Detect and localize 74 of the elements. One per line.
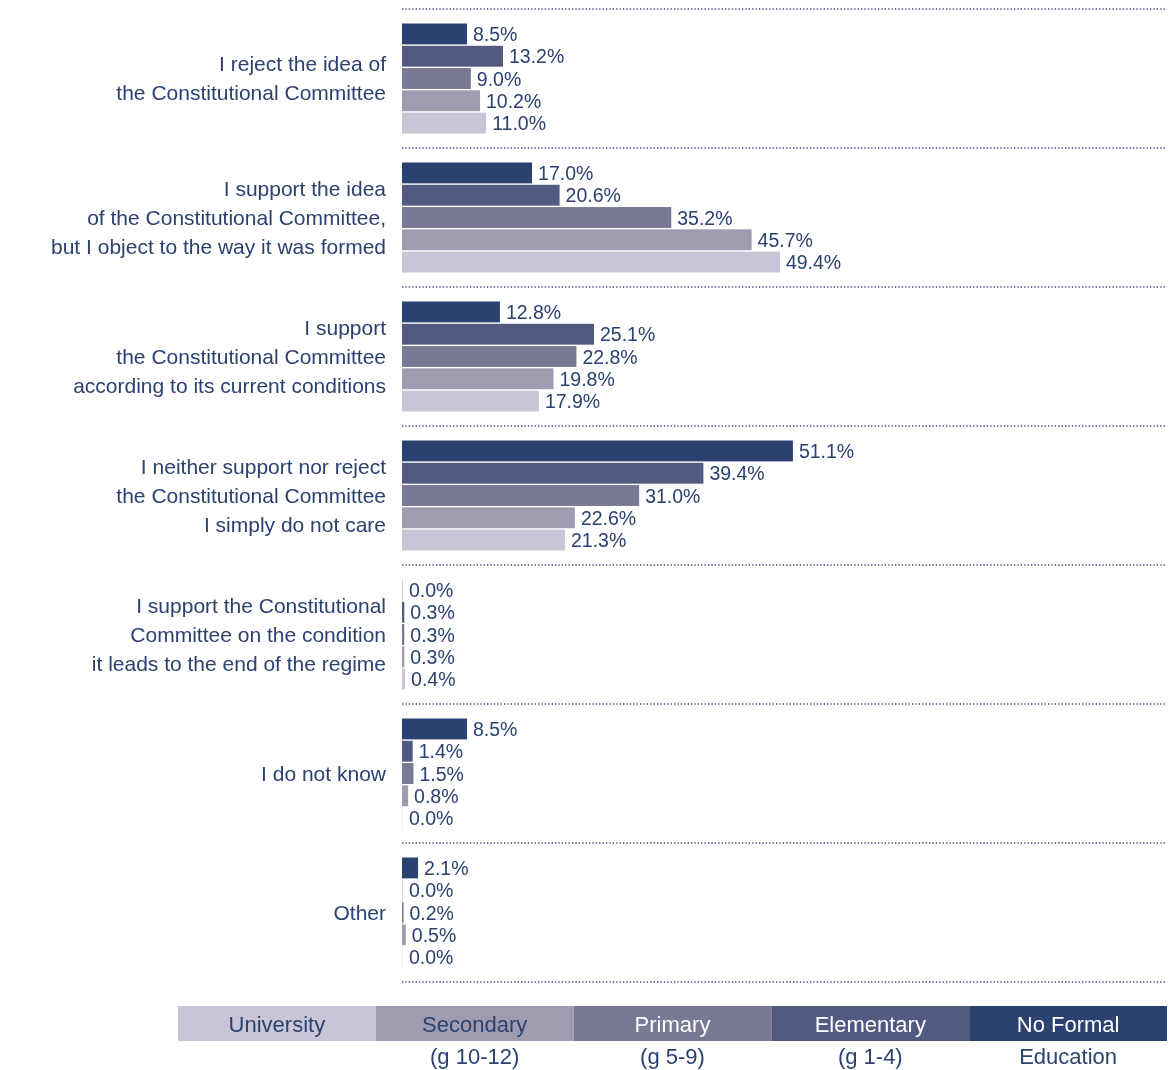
data-label: 22.6% <box>580 506 637 529</box>
data-label: 0.5% <box>411 923 457 946</box>
bar <box>402 668 406 690</box>
data-label: 22.8% <box>582 345 638 368</box>
data-label: 0.2% <box>409 901 454 924</box>
data-label: 17.9% <box>544 390 601 413</box>
y-tick-label: I neither support nor reject the Constitutional Committee I simply do not care <box>116 454 387 536</box>
bar <box>402 462 704 484</box>
data-label: 0.3% <box>410 623 455 646</box>
text: Elementary (g 1-4) <box>814 1011 926 1069</box>
data-label: 8.5% <box>473 717 518 740</box>
bar <box>402 718 468 740</box>
text: Secondary (g 10-12) <box>422 1011 528 1069</box>
data-label: 51.1% <box>798 439 855 462</box>
data-label: 25.1% <box>600 323 656 346</box>
data-label: 12.8% <box>505 300 562 323</box>
bar <box>402 323 595 345</box>
data-label: 0.0% <box>409 879 454 902</box>
data-label: 9.0% <box>476 67 522 90</box>
bar <box>402 485 640 506</box>
text: Primary (g 5-9) <box>634 1011 711 1069</box>
text: No Formal Education <box>1016 1011 1120 1069</box>
bar <box>402 45 503 67</box>
data-label: 20.6% <box>565 184 621 207</box>
bar <box>402 507 575 529</box>
y-tick-label: I reject the idea of the Constitutional Committee <box>116 52 387 104</box>
data-label: 17.0% <box>538 161 594 184</box>
data-label: 31.0% <box>645 484 701 507</box>
data-label: 0.0% <box>409 578 454 601</box>
data-label: 0.0% <box>409 807 454 830</box>
data-label: 39.4% <box>709 462 765 485</box>
y-tick-label: I do not know <box>261 761 387 785</box>
y-tick-label: I support the idea of the Constitutional Committee, but I object to the way it was formed <box>51 176 387 258</box>
bar <box>402 390 539 412</box>
data-label: 0.3% <box>410 645 455 668</box>
data-label: 1.5% <box>419 762 464 785</box>
bar <box>402 68 471 89</box>
bar <box>402 23 468 45</box>
bar <box>402 763 414 784</box>
data-label: 11.0% <box>492 112 547 135</box>
data-label: 49.4% <box>785 251 842 274</box>
text: University <box>228 1011 326 1037</box>
bar <box>402 229 752 251</box>
data-label: 21.3% <box>570 529 627 552</box>
y-tick-label: Other <box>333 900 386 924</box>
y-tick-label: I support the Constitutional Committee on the condition it leads to the end of the regime <box>91 593 386 675</box>
data-label: 45.7% <box>757 228 813 251</box>
bar <box>402 90 481 112</box>
data-label: 0.0% <box>409 946 454 969</box>
data-label: 0.4% <box>411 668 456 691</box>
bar <box>402 440 793 462</box>
bar <box>402 207 672 228</box>
data-label: 0.3% <box>410 601 455 624</box>
bar <box>402 112 487 134</box>
data-label: 1.4% <box>418 740 464 763</box>
data-label: 0.8% <box>414 784 459 807</box>
bar <box>402 251 780 273</box>
data-label: 19.8% <box>559 367 615 390</box>
bar <box>402 368 554 390</box>
y-tick-label: I support the Constitutional Committee according to its current conditions <box>73 315 387 397</box>
bar <box>402 346 577 367</box>
bar <box>402 529 565 551</box>
data-label: 8.5% <box>473 22 518 45</box>
bar <box>402 924 406 946</box>
bar <box>402 740 413 762</box>
data-label: 35.2% <box>677 206 733 229</box>
data-label: 10.2% <box>486 89 542 112</box>
bar <box>402 184 560 206</box>
bar <box>402 301 500 323</box>
bar <box>402 162 533 184</box>
bar <box>402 785 409 807</box>
bar <box>402 857 419 879</box>
data-label: 2.1% <box>424 856 469 879</box>
data-label: 13.2% <box>508 45 565 68</box>
